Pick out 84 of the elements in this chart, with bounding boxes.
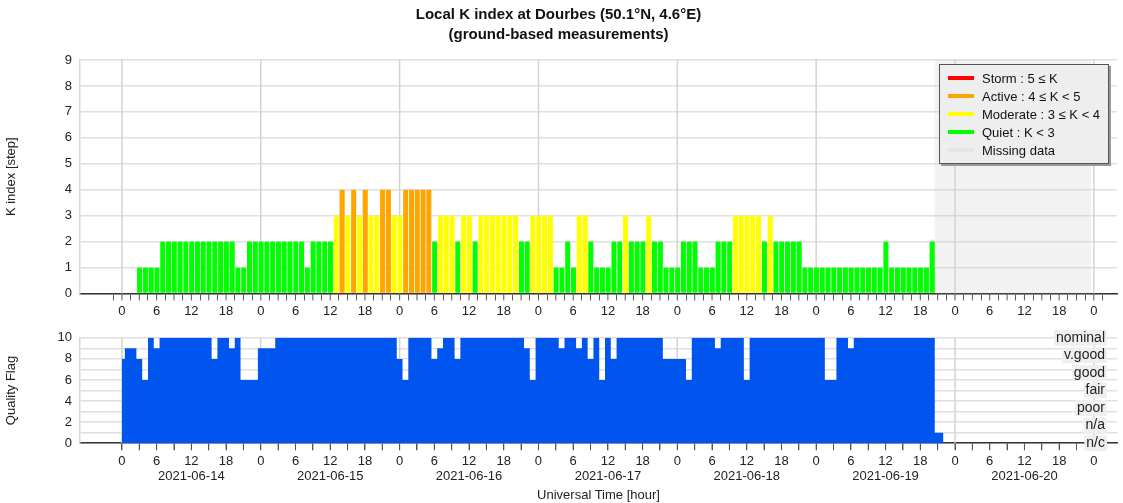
chart-subtitle: (ground-based measurements): [448, 25, 669, 43]
x-tick-label: 12: [322, 302, 338, 318]
x-tick-label: 0: [812, 452, 820, 468]
legend-label: Quiet : K < 3: [982, 124, 1055, 140]
x-tick-label: 18: [774, 452, 789, 468]
y-tick-label: 0: [64, 284, 72, 300]
x-tick-label: 0: [812, 302, 820, 318]
x-tick-label: 0: [257, 452, 265, 468]
x-tick-label: 6: [986, 302, 994, 318]
x-tick-label: 18: [357, 302, 373, 318]
legend-label: Moderate : 3 ≤ K < 4: [982, 106, 1101, 122]
legend-label: Active : 4 ≤ K < 5: [982, 88, 1081, 104]
annotation: poor: [1076, 398, 1106, 415]
x-tick-label: 18: [913, 302, 928, 318]
x-tick-label: 6: [986, 452, 994, 468]
y-axis-title: K index [step]: [3, 137, 19, 217]
annotation: n/c: [1086, 434, 1105, 451]
x-tick-label: 18: [218, 302, 234, 318]
x-tick-label: 12: [600, 302, 616, 318]
y-tick-label: 0: [64, 434, 72, 450]
y-tick-label: 8: [64, 350, 72, 366]
y-tick-label: 2: [64, 413, 72, 429]
x-tick-label: 0: [257, 302, 265, 318]
x-tick-label: 6: [708, 302, 716, 318]
x-tick-label: 18: [496, 452, 511, 468]
x-tick-label: 6: [569, 452, 577, 468]
legend-label: Storm : 5 ≤ K: [982, 70, 1058, 86]
x-tick-label: 0: [534, 302, 543, 318]
y-tick-label: 5: [64, 155, 72, 171]
x-tick-label: 12: [184, 302, 199, 318]
x-tick-label: 0: [951, 302, 959, 318]
annotation: good: [1073, 363, 1105, 380]
x-tick-label: 6: [291, 452, 300, 468]
y-tick-label: 9: [64, 51, 72, 67]
y-tick-label: 7: [64, 103, 72, 119]
x-tick-label: 12: [878, 302, 893, 318]
y-tick-label: 8: [64, 77, 72, 93]
x-tick-label: 6: [291, 302, 300, 318]
y-tick-label: 1: [64, 259, 72, 275]
y-tick-label: 4: [64, 392, 72, 408]
x-tick-label: 12: [1017, 302, 1032, 318]
x-tick-label: 0: [673, 302, 681, 318]
annotation: v.good: [1064, 346, 1105, 363]
x-tick-label: 6: [153, 452, 161, 468]
x-tick-label: 6: [847, 302, 855, 318]
x-tick-label: 18: [1051, 452, 1067, 468]
x-tick-label: 12: [739, 302, 754, 318]
x-tick-label: 0: [118, 452, 126, 468]
x-tick-label: 18: [357, 452, 373, 468]
y-tick-label: 2: [64, 233, 72, 249]
x-tick-label: 0: [1090, 452, 1098, 468]
x-tick-label: 18: [635, 302, 650, 318]
x-tick-label: 0: [673, 452, 681, 468]
x-tick-label: 6: [708, 452, 716, 468]
x-tick-label: 18: [496, 302, 511, 318]
x-axis-title: Universal Time [hour]: [537, 486, 660, 502]
x-tick-label: 18: [635, 452, 650, 468]
x-tick-label: 0: [951, 452, 959, 468]
y-tick-label: 10: [57, 329, 72, 345]
x-tick-label: 0: [396, 452, 404, 468]
x-tick-label: 6: [430, 302, 438, 318]
x-tick-label: 0: [396, 302, 404, 318]
y-tick-label: 3: [64, 207, 72, 223]
x-tick-label: 18: [913, 452, 928, 468]
x-tick-label: 6: [430, 452, 438, 468]
y-axis-title: Quality Flag: [3, 355, 19, 426]
x-tick-label: 18: [218, 452, 234, 468]
annotation: fair: [1085, 381, 1106, 398]
x-tick-label: 6: [153, 302, 161, 318]
x-tick-label: 0: [534, 452, 543, 468]
chart-title: Local K index at Dourbes (50.1°N, 4.6°E): [415, 5, 702, 23]
band-label: Missing data: [982, 142, 1055, 158]
y-tick-label: 4: [64, 181, 72, 197]
x-tick-label: 6: [569, 302, 577, 318]
x-tick-label: 12: [461, 302, 477, 318]
x-tick-label: 0: [1090, 302, 1098, 318]
annotation: n/a: [1085, 416, 1106, 433]
x-tick-label: 6: [847, 452, 855, 468]
x-tick-label: 0: [118, 302, 126, 318]
annotation: nominal: [1055, 328, 1105, 345]
x-tick-label: 18: [774, 302, 789, 318]
y-tick-label: 6: [64, 129, 72, 145]
y-tick-label: 6: [64, 371, 72, 387]
x-tick-label: 18: [1051, 302, 1067, 318]
